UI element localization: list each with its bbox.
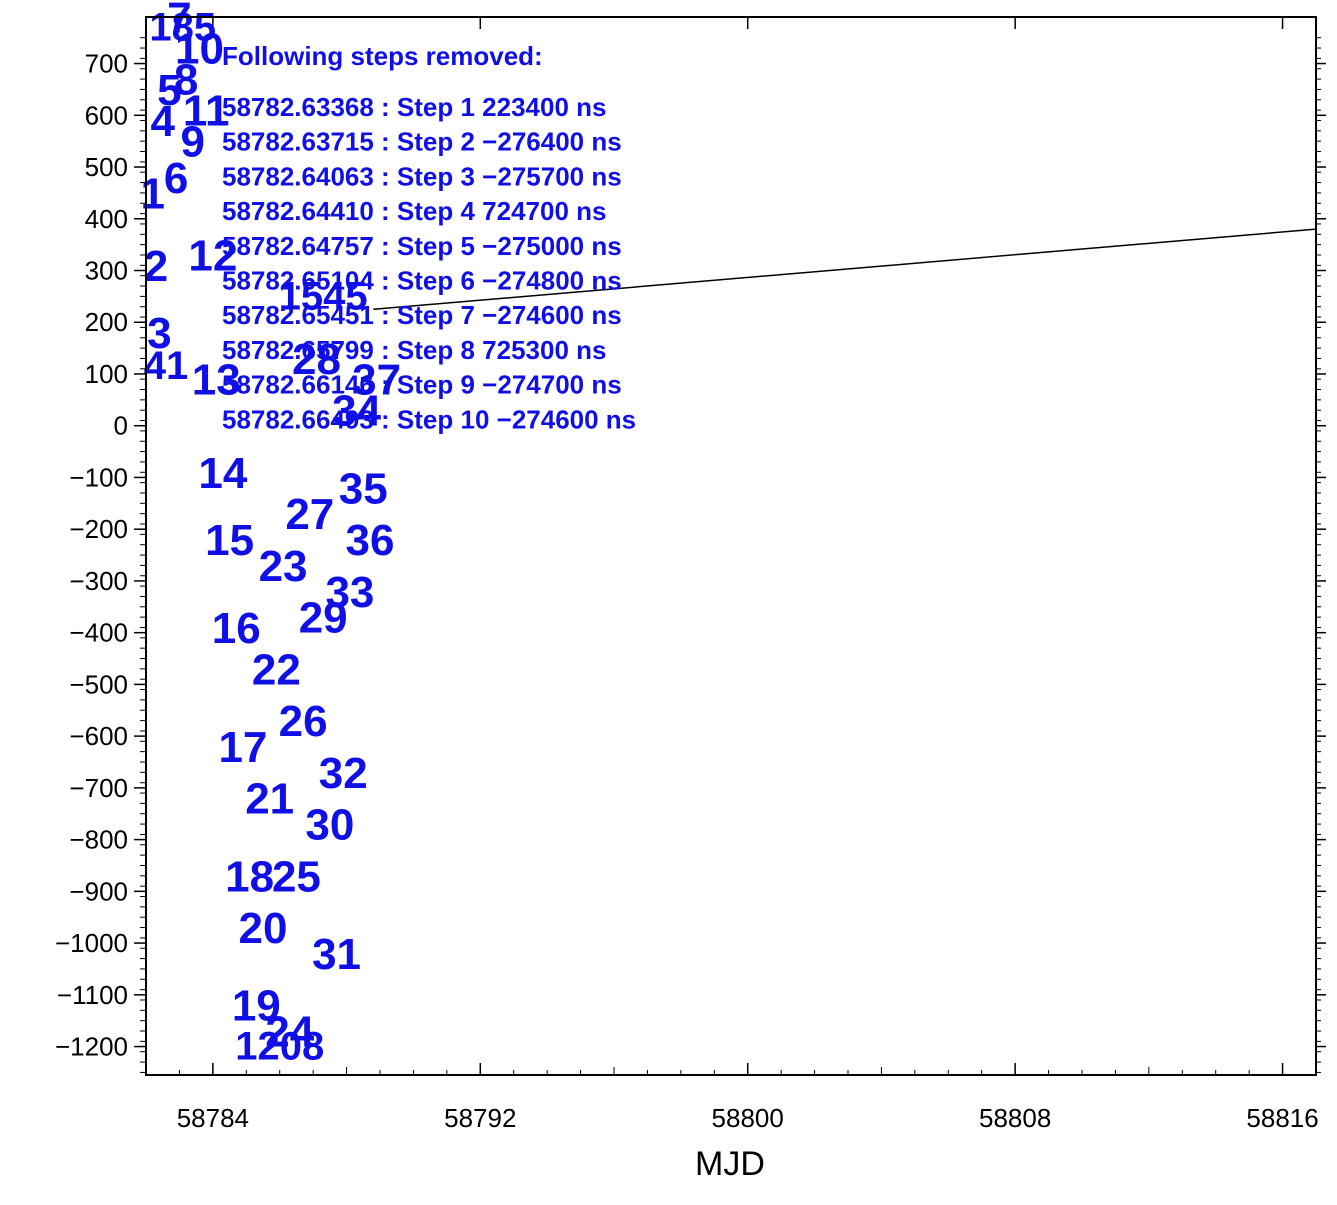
step-line: 58782.64063 : Step 3 −275700 ns [222, 161, 622, 191]
y-tick-label: 600 [85, 100, 128, 130]
data-point: 28 [292, 335, 341, 384]
annotation-header: Following steps removed: [222, 41, 543, 71]
data-point: 9 [181, 118, 205, 167]
plot-frame [145, 16, 1317, 1076]
data-point-label: 1545 [279, 274, 368, 318]
trend-line [373, 228, 1317, 311]
y-tick-label: −300 [69, 566, 128, 596]
y-tick-label: 500 [85, 152, 128, 182]
x-tick-label: 58792 [444, 1103, 516, 1133]
y-tick-label: 400 [85, 204, 128, 234]
axis-ticks: 58784 58792 58800 58808 58816700600500400300… [55, 17, 1326, 1133]
data-point: 27 [285, 490, 334, 539]
y-tick-label: 200 [85, 307, 128, 337]
step-line: 58782.63368 : Step 1 223400 ns [222, 92, 607, 122]
data-point: 16 [212, 604, 261, 653]
data-point: 24 [265, 1008, 314, 1057]
y-tick-label: −600 [69, 721, 128, 751]
step-line: 58782.65104 : Step 6 −274800 ns [222, 266, 622, 296]
data-point: 1 [140, 169, 164, 218]
y-tick-label: −1200 [55, 1032, 128, 1062]
x-tick-label: 58800 [712, 1103, 784, 1133]
y-tick-label: −800 [69, 825, 128, 855]
step-line: 58782.65799 : Step 8 725300 ns [222, 335, 607, 365]
data-point: 5 [157, 66, 181, 115]
data-point: 32 [319, 749, 368, 798]
step-line: 58782.64757 : Step 5 −275000 ns [222, 231, 622, 261]
data-point: 15 [205, 516, 254, 565]
x-axis-title: MJD [695, 1145, 765, 1183]
data-point: 25 [272, 852, 321, 901]
data-point: 36 [345, 516, 394, 565]
data-point: 18 [225, 852, 274, 901]
y-tick-label: −100 [69, 462, 128, 492]
data-point: 4 [150, 97, 175, 146]
x-tick-label: 58816 [1246, 1103, 1318, 1133]
data-point: 22 [252, 645, 301, 694]
data-point: 34 [332, 387, 381, 436]
x-tick-label: 58808 [979, 1103, 1051, 1133]
y-tick-label: −1100 [57, 980, 128, 1010]
data-point-label: 185 [149, 5, 216, 49]
step-line: 58782.66493 : Step 10 −274600 ns [222, 404, 636, 434]
data-point: 31 [312, 930, 361, 979]
data-point: 37 [352, 356, 401, 405]
data-point: 20 [239, 904, 288, 953]
x-tick-label: 58784 [177, 1103, 249, 1133]
y-tick-label: −700 [69, 773, 128, 803]
step-line: 58782.64410 : Step 4 724700 ns [222, 196, 607, 226]
data-point: 23 [259, 542, 308, 591]
y-tick-label: −200 [69, 514, 128, 544]
y-tick-label: −1000 [55, 928, 128, 958]
y-tick-label: 300 [85, 256, 128, 286]
data-point: 12 [188, 232, 237, 281]
data-point: 8 [174, 56, 198, 105]
data-point: 3 [147, 309, 171, 358]
data-point: 29 [299, 594, 348, 643]
steps-annotation: Following steps removed: 58782.63368 : S… [222, 41, 636, 434]
data-point-label: 41 [144, 344, 189, 388]
data-point: 30 [305, 801, 354, 850]
data-points: 1234567891011121314151617181920212223242… [140, 0, 1317, 1068]
step-line: 58782.63715 : Step 2 −276400 ns [222, 127, 622, 157]
data-point: 2 [144, 242, 168, 291]
data-point: 6 [164, 154, 188, 203]
data-point: 35 [339, 464, 388, 513]
step-line: 58782.65451 : Step 7 −274600 ns [222, 300, 622, 330]
data-point: 11 [183, 87, 230, 136]
y-tick-label: −900 [69, 876, 128, 906]
y-tick-label: −500 [69, 669, 128, 699]
data-point: 7 [167, 0, 191, 43]
data-point: 14 [198, 449, 247, 498]
data-point: 17 [218, 723, 267, 772]
y-tick-label: 700 [85, 49, 128, 79]
step-line: 58782.66146 : Step 9 −274700 ns [222, 370, 622, 400]
y-tick-label: 0 [114, 411, 128, 441]
y-tick-label: −400 [69, 618, 128, 648]
data-point: 21 [245, 775, 294, 824]
data-point: 33 [325, 568, 374, 617]
data-point: 13 [192, 356, 241, 405]
y-tick-label: 100 [85, 359, 128, 389]
data-point: 26 [279, 697, 328, 746]
data-point: 19 [232, 982, 281, 1031]
data-point: 10 [175, 25, 224, 74]
data-point-label: 1208 [235, 1024, 324, 1068]
